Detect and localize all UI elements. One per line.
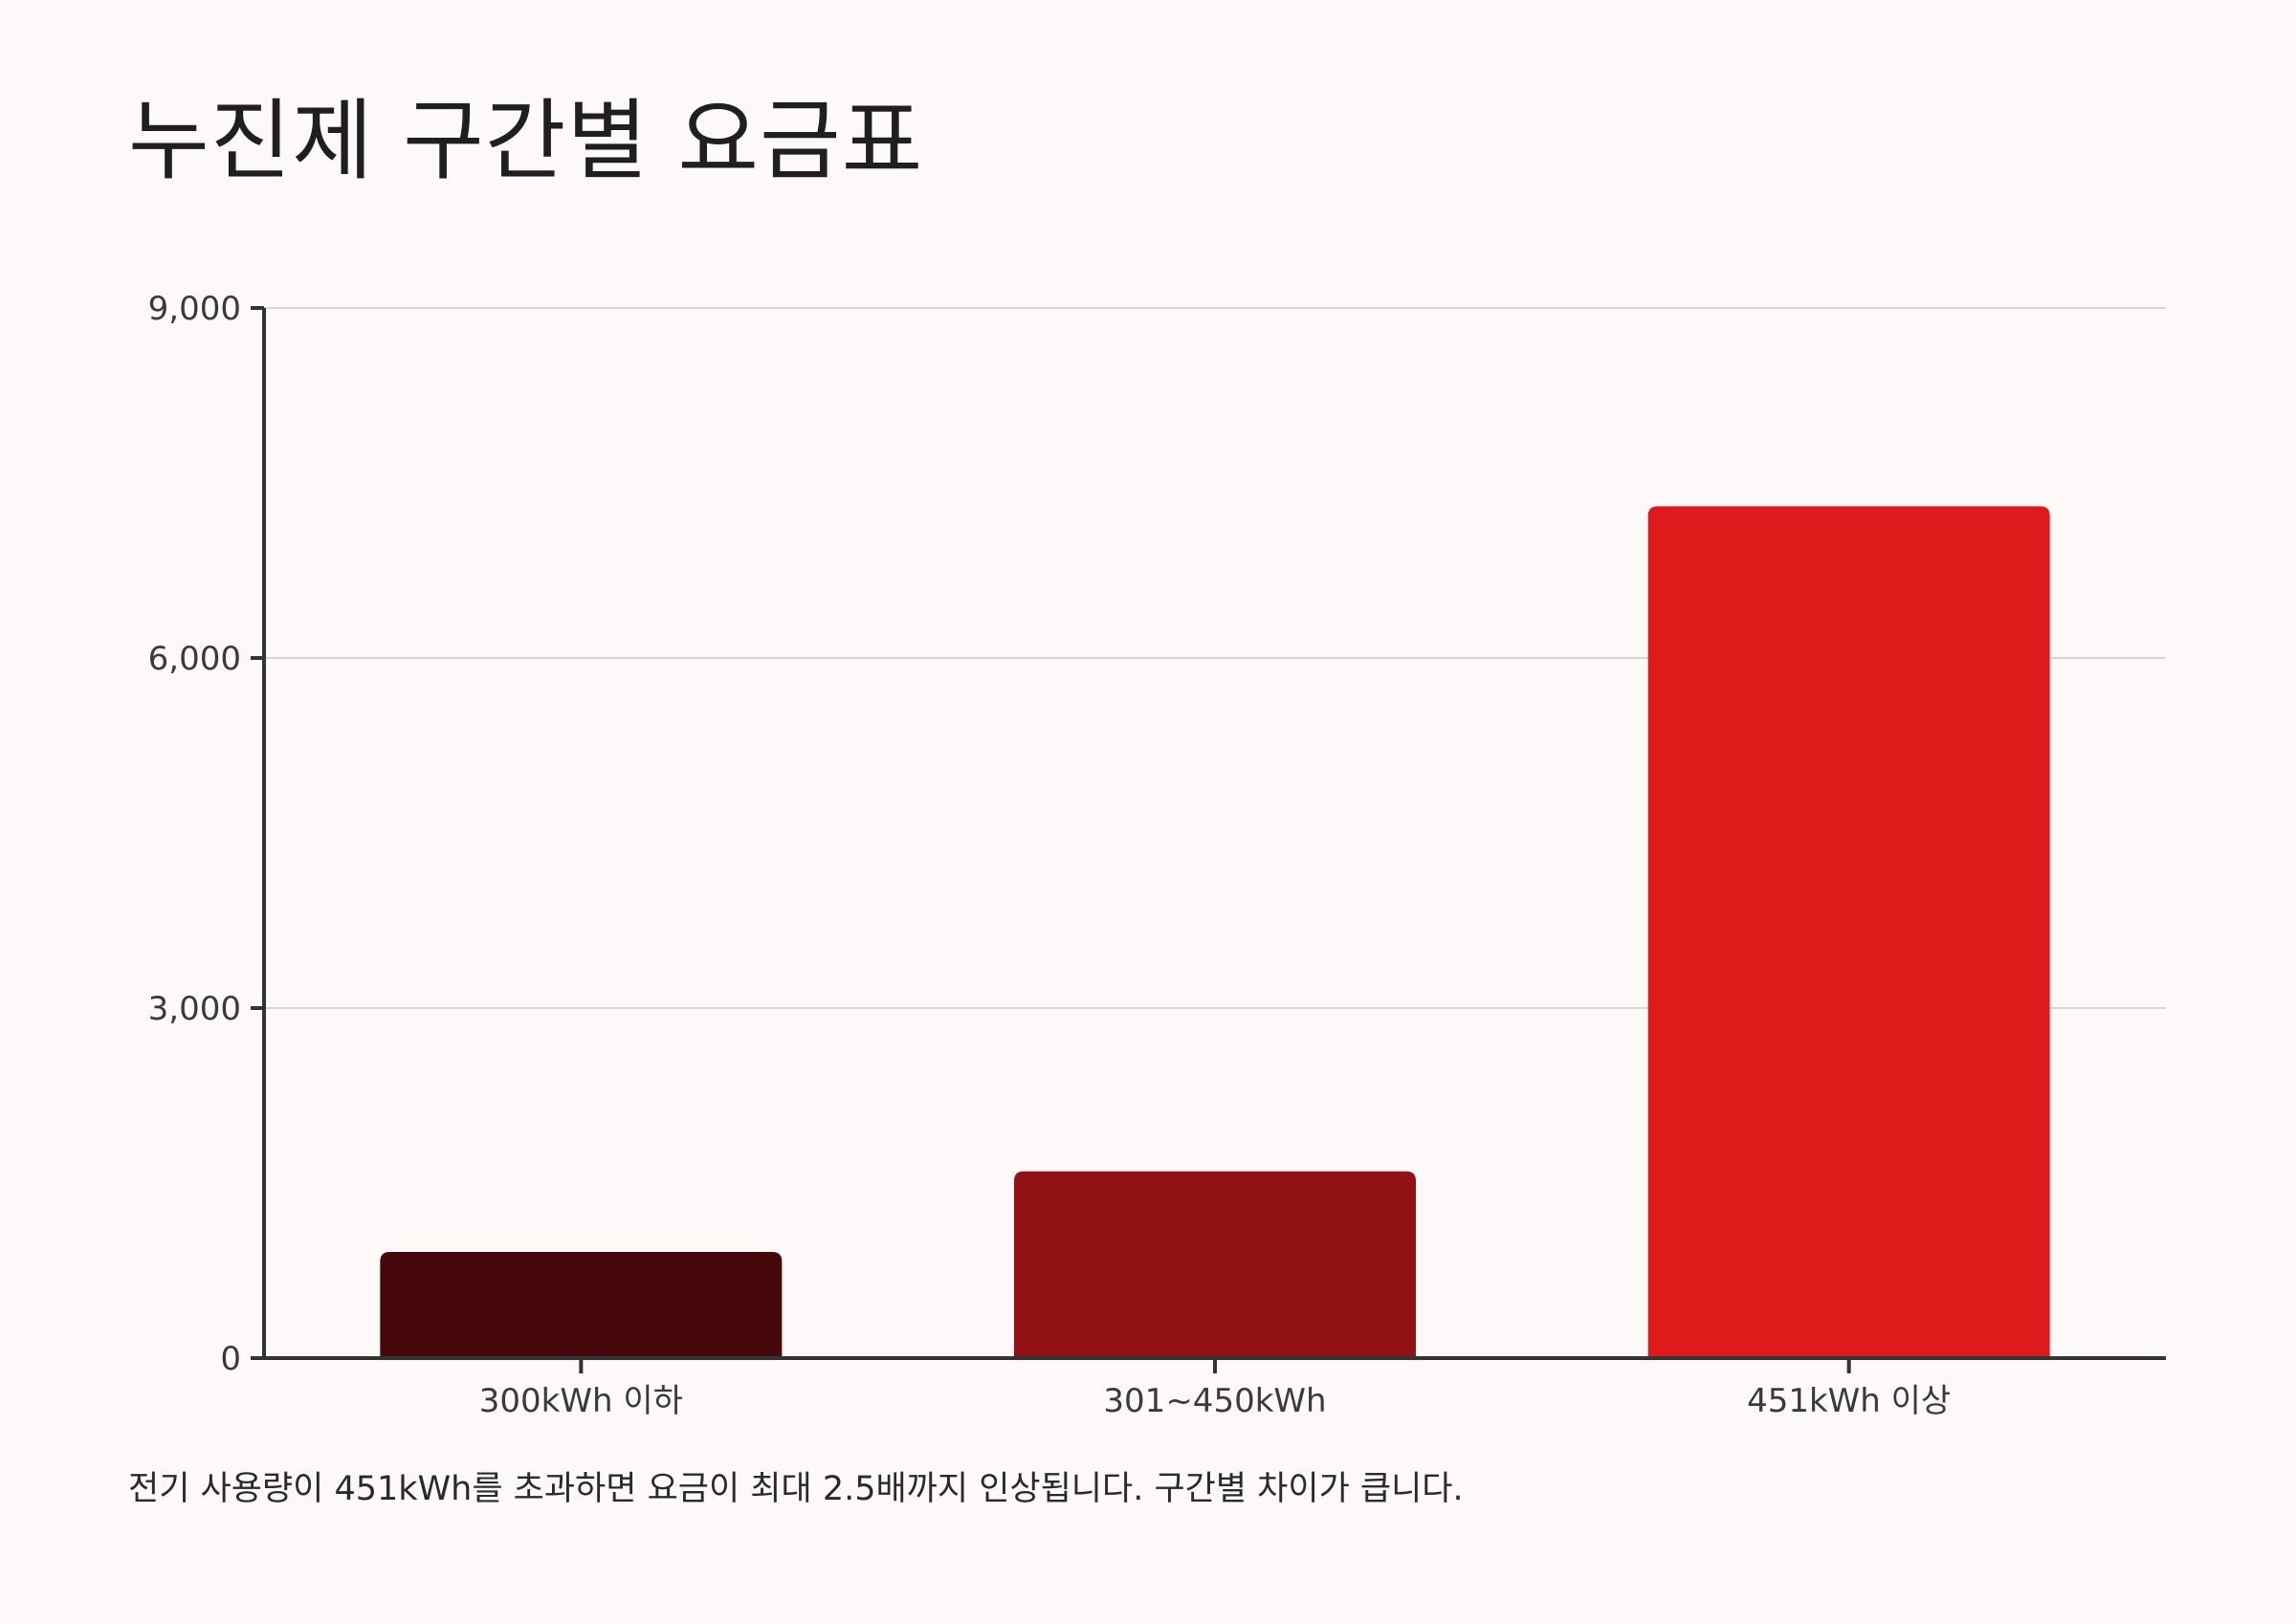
axes (251, 306, 2166, 1373)
y-tick-label: 6,000 (148, 640, 241, 678)
x-tick-label: 451kWh 이상 (1747, 1382, 1951, 1420)
bar-3 (1647, 506, 2050, 1358)
chart-caption: 전기 사용량이 451kWh를 초과하면 요금이 최대 2.5배까지 인상됩니다… (128, 1470, 1464, 1508)
y-tick-label: 9,000 (148, 290, 241, 328)
x-tick-label: 301~450kWh (1103, 1382, 1326, 1420)
x-tick-label: 300kWh 이하 (479, 1382, 683, 1420)
bar-2 (1014, 1171, 1416, 1358)
bar-1 (380, 1251, 783, 1358)
bars (380, 506, 2050, 1358)
tick-labels: 0 3,000 6,000 9,000 300kWh 이하 301~450kWh 451kW… (148, 290, 1952, 1420)
y-tick-label: 3,000 (148, 990, 241, 1028)
chart-title: 누진제 구간별 요금표 (128, 90, 924, 192)
y-tick-label: 0 (220, 1340, 241, 1378)
